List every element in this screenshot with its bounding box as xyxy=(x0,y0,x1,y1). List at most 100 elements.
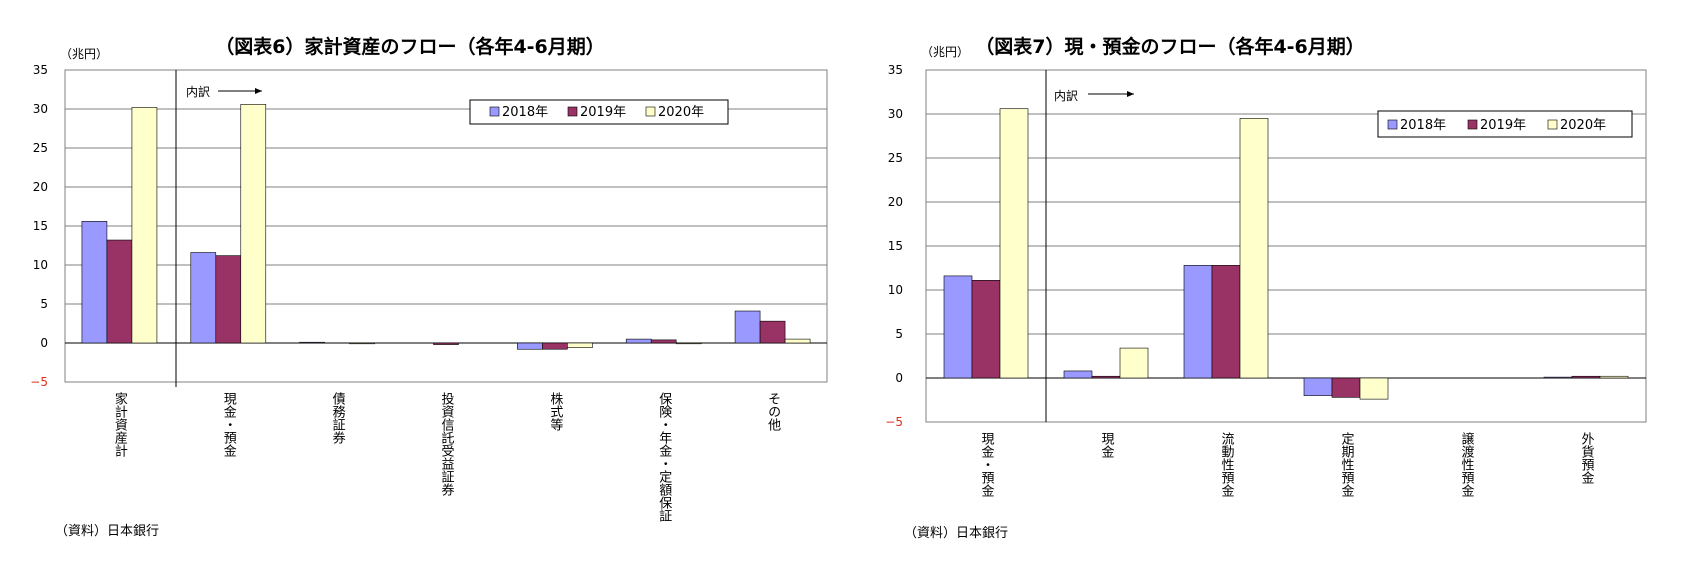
bar-2018年-定期性預金 xyxy=(1303,377,1333,396)
chart-7-tick-label: 15 xyxy=(888,239,903,253)
chart-7-y-ticks: 35 30 25 20 15 10 5 0 −5 xyxy=(885,63,903,429)
bar-2018年-現金 xyxy=(1063,370,1093,379)
chart-7-tick-label: 0 xyxy=(895,371,903,385)
category-label: 家計資産計 xyxy=(112,391,128,457)
bar-2020年-債務証券 xyxy=(349,342,375,345)
category-label: 外貨預金 xyxy=(1579,432,1595,484)
chart-7-tick-label: 10 xyxy=(888,283,903,297)
chart-6-unit: （兆円） xyxy=(60,47,108,61)
bar-2020年-株式等 xyxy=(567,342,593,348)
bar-2019年-外貨預金 xyxy=(1571,375,1601,379)
chart-6-tick-label: 0 xyxy=(40,336,48,350)
bar-2018年-現金・預金 xyxy=(190,252,217,344)
bar-2020年-保険・年金・定額保証 xyxy=(675,342,702,345)
bar-2019年-現金・預金 xyxy=(971,280,1001,379)
chart-6-y-ticks: 35 30 25 20 15 10 5 0 −5 xyxy=(30,63,48,389)
bar-2019年-その他 xyxy=(759,320,786,344)
chart-7-gridlines xyxy=(926,113,1646,379)
chart-6-tick-label: 5 xyxy=(40,297,48,311)
chart-6-title: （図表6）家計資産のフロー（各年4-6月期） xyxy=(215,35,605,58)
chart-7-legend-swatch-2018 xyxy=(1387,119,1398,130)
bar-2020年-外貨預金 xyxy=(1599,375,1629,379)
chart-6-legend-swatch-2019 xyxy=(567,106,578,117)
chart-7-tick-label: 20 xyxy=(888,195,903,209)
chart-6-tick-label: 30 xyxy=(33,102,48,116)
chart-7-tick-label: 35 xyxy=(888,63,903,77)
chart-6-bars xyxy=(81,104,811,350)
chart-7-legend: 2018年 2019年 2020年 xyxy=(1377,110,1633,138)
chart-6-legend-label-2020: 2020年 xyxy=(658,105,704,120)
chart-6-source: （資料）日本銀行 xyxy=(55,524,159,539)
category-label: 現金・預金 xyxy=(979,432,995,497)
chart-7-annotation: 内訳 xyxy=(1054,88,1078,103)
bar-2020年-家計資産計 xyxy=(131,107,158,344)
chart-6-tick-label: 15 xyxy=(33,219,48,233)
bar-2018年-家計資産計 xyxy=(81,221,108,344)
chart-7: （図表7）現・預金のフロー（各年4-6月期） （兆円） 35 30 25 20 … xyxy=(852,0,1704,563)
chart-6-legend-swatch-2020 xyxy=(645,106,656,117)
chart-7-legend-box xyxy=(1377,110,1633,138)
chart-6-legend-swatch-2018 xyxy=(489,106,500,117)
chart-7-title: （図表7）現・預金のフロー（各年4-6月期） xyxy=(975,35,1365,58)
chart-7-tick-label: 25 xyxy=(888,151,903,165)
chart-7-categories: 現金・預金 現金 流動性預金 定期性預金 譲渡性預金 外貨預金 xyxy=(979,431,1595,497)
chart-6-tick-label: 10 xyxy=(33,258,48,272)
bar-2020年-定期性預金 xyxy=(1359,377,1389,400)
bar-2018年-外貨預金 xyxy=(1543,376,1573,379)
chart-6-legend: 2018年 2019年 2020年 xyxy=(469,99,729,125)
chart-6-categories: 家計資産計 現金・預金 債務証券 投資信託受益証券 株式等 保険・年金・定額保証 その他 xyxy=(112,391,781,522)
chart-7-svg: （図表7）現・預金のフロー（各年4-6月期） （兆円） 35 30 25 20 … xyxy=(885,35,1647,541)
chart-6-annotation: 内訳 xyxy=(186,84,210,99)
category-label: その他 xyxy=(765,392,781,432)
bar-2019年-保険・年金・定額保証 xyxy=(650,339,677,344)
chart-7-legend-swatch-2019 xyxy=(1467,119,1478,130)
chart-7-bars xyxy=(943,108,1629,400)
bar-2019年-家計資産計 xyxy=(106,239,133,344)
chart-6-tick-label: 20 xyxy=(33,180,48,194)
category-label: 定期性預金 xyxy=(1339,432,1355,497)
bar-2019年-現金・預金 xyxy=(215,255,242,344)
chart-7-unit: （兆円） xyxy=(921,45,969,59)
chart-7-source: （資料）日本銀行 xyxy=(904,526,1008,541)
bar-2018年-流動性預金 xyxy=(1183,265,1213,379)
bar-2019年-株式等 xyxy=(542,342,568,350)
category-label: 投資信託受益証券 xyxy=(439,391,455,496)
bar-2020年-流動性預金 xyxy=(1239,118,1269,379)
bar-2018年-保険・年金・定額保証 xyxy=(625,338,652,344)
category-label: 債務証券 xyxy=(330,392,346,444)
bar-2019年-定期性預金 xyxy=(1331,377,1361,398)
category-label: 株式等 xyxy=(547,392,563,431)
bar-2020年-現金・預金 xyxy=(999,108,1029,379)
bar-2020年-現金 xyxy=(1119,347,1149,379)
chart-6-tick-label: 35 xyxy=(33,63,48,77)
bar-2018年-株式等 xyxy=(517,342,543,350)
chart-7-legend-label-2018: 2018年 xyxy=(1400,118,1446,133)
chart-7-tick-label: −5 xyxy=(885,415,903,429)
bar-2019年-現金 xyxy=(1091,375,1121,379)
chart-7-tick-label: 30 xyxy=(888,107,903,121)
chart-6-arrowhead-icon xyxy=(255,88,262,94)
chart-7-arrowhead-icon xyxy=(1127,91,1134,97)
bar-2018年-その他 xyxy=(734,310,761,344)
chart-7-legend-swatch-2020 xyxy=(1547,119,1558,130)
category-label: 保険・年金・定額保証 xyxy=(656,392,672,522)
chart-7-legend-label-2020: 2020年 xyxy=(1560,118,1606,133)
chart-6-legend-label-2018: 2018年 xyxy=(502,105,548,120)
bar-2020年-その他 xyxy=(784,338,811,344)
category-label: 現金 xyxy=(1099,432,1115,458)
chart-6-svg: （図表6）家計資産のフロー（各年4-6月期） （兆円） 35 30 25 20 … xyxy=(30,35,828,539)
bar-2019年-流動性預金 xyxy=(1211,265,1241,379)
chart-6-legend-label-2019: 2019年 xyxy=(580,105,626,120)
bar-2019年-投資信託受益証券 xyxy=(433,342,459,345)
chart-6-tick-label: 25 xyxy=(33,141,48,155)
chart-6: （図表6）家計資産のフロー（各年4-6月期） （兆円） 35 30 25 20 … xyxy=(0,0,852,563)
category-label: 流動性預金 xyxy=(1219,432,1235,497)
chart-7-tick-label: 5 xyxy=(895,327,903,341)
category-label: 譲渡性預金 xyxy=(1459,431,1475,497)
bar-2018年-現金・預金 xyxy=(943,275,973,379)
chart-6-gridlines xyxy=(65,108,827,344)
bar-2018年-債務証券 xyxy=(299,341,325,344)
category-label: 現金・預金 xyxy=(221,392,237,457)
chart-6-legend-box xyxy=(469,99,729,125)
chart-7-legend-label-2019: 2019年 xyxy=(1480,118,1526,133)
